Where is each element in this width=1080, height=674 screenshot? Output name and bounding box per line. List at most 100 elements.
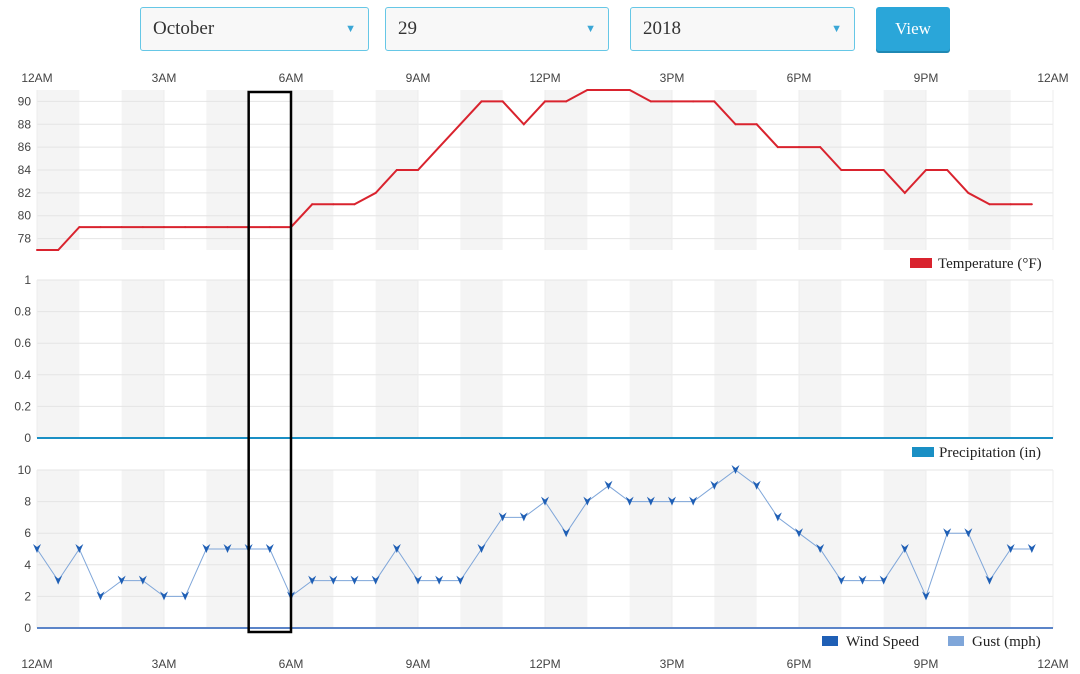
wind-speed-point <box>541 496 549 506</box>
wind-speed-point <box>668 496 676 506</box>
temperature-point <box>840 169 843 171</box>
temperature-point <box>353 203 356 206</box>
temperature-point <box>946 169 949 171</box>
temperature-point <box>374 191 377 194</box>
y-tick-label: 86 <box>18 140 32 154</box>
month-select[interactable]: October ▼ <box>140 7 369 51</box>
hour-band <box>121 470 164 628</box>
time-axis-label-bottom: 12AM <box>21 657 52 671</box>
temperature-series-line <box>37 89 1032 251</box>
highlight-selection-box <box>247 90 293 634</box>
y-tick-label: 90 <box>18 94 32 108</box>
wind-speed-point <box>689 496 698 506</box>
temperature-point <box>120 226 123 229</box>
temperature-point <box>925 169 927 171</box>
temperature-point <box>565 100 568 103</box>
wind-speed-point <box>456 575 465 585</box>
time-axis-label-top: 9PM <box>914 71 939 85</box>
temperature-point <box>776 146 779 149</box>
view-button[interactable]: View <box>876 7 950 51</box>
temperature-point <box>268 226 271 229</box>
temperature-point <box>903 191 906 194</box>
wind-speed-legend-label: Wind Speed <box>846 634 920 650</box>
hour-band <box>291 470 334 628</box>
wind-speed-point <box>160 591 168 601</box>
time-axis-label-top: 3PM <box>660 71 685 85</box>
temperature-point <box>57 249 60 251</box>
temperature-point <box>332 203 335 206</box>
y-tick-label: 1 <box>24 273 31 287</box>
wind-speed-point <box>625 496 634 506</box>
temperature-point <box>522 123 525 126</box>
wind-speed-point <box>223 544 232 553</box>
y-tick-label: 84 <box>18 163 32 177</box>
chevron-down-icon: ▼ <box>345 23 356 35</box>
gust-legend-swatch <box>948 636 964 646</box>
wind-speed-point <box>731 465 740 474</box>
panel-1 <box>36 90 1054 250</box>
temperature-point <box>417 169 419 171</box>
wind-speed-point <box>329 575 338 585</box>
wind-speed-point <box>181 591 190 601</box>
wind-speed-point <box>752 480 761 490</box>
wind-speed-point <box>562 528 571 538</box>
temperature-point <box>501 100 504 103</box>
year-value: 2018 <box>643 18 681 39</box>
gust-legend-label: Gust (mph) <box>972 634 1041 650</box>
wind-speed-point <box>414 575 422 585</box>
hour-band <box>37 470 80 628</box>
wind-speed-point <box>985 575 994 585</box>
time-axis-label-top: 9AM <box>406 71 431 85</box>
y-tick-label: 4 <box>24 558 31 572</box>
temperature-point <box>734 123 737 126</box>
temperature-point <box>882 169 885 171</box>
y-tick-label: 78 <box>18 232 32 246</box>
temperature-point <box>692 100 695 103</box>
wind-speed-point <box>710 480 719 490</box>
wind-speed-point <box>33 544 41 553</box>
wind-speed-point <box>498 512 507 522</box>
hour-band <box>714 280 757 438</box>
year-select[interactable]: 2018 ▼ <box>630 7 855 51</box>
temperature-point <box>628 89 631 91</box>
wind-speed-point <box>371 575 380 585</box>
y-tick-label: 0.6 <box>14 336 31 350</box>
time-axis-label-top: 12AM <box>1037 71 1068 85</box>
wind-speed-point <box>96 591 105 601</box>
hour-band <box>460 280 503 438</box>
temperature-point <box>459 123 462 126</box>
y-tick-label: 2 <box>24 589 31 603</box>
time-axis-label-top: 3AM <box>152 71 177 85</box>
precipitation-legend-swatch <box>912 447 934 457</box>
y-tick-label: 80 <box>18 209 32 223</box>
hour-band <box>545 280 588 438</box>
hour-band <box>291 280 334 438</box>
day-select[interactable]: 29 ▼ <box>385 7 609 51</box>
hour-band <box>121 280 164 438</box>
wind-speed-point <box>879 575 888 585</box>
temperature-point <box>141 226 144 229</box>
hour-band <box>968 470 1011 628</box>
precipitation-legend-label: Precipitation (in) <box>939 445 1041 461</box>
temperature-point <box>967 191 970 194</box>
wind-speed-series-line <box>36 469 1032 598</box>
wind-speed-point <box>773 512 782 522</box>
hour-band <box>799 280 842 438</box>
hour-band <box>375 280 418 438</box>
y-tick-label: 8 <box>24 495 31 509</box>
temperature-point <box>205 226 208 229</box>
wind-speed-point <box>392 544 401 553</box>
time-axis-label-bottom: 12PM <box>529 657 560 671</box>
time-axis-label-top: 12AM <box>21 71 52 85</box>
temperature-point <box>544 100 546 103</box>
y-tick-label: 6 <box>24 526 31 540</box>
time-axis-label-bottom: 9PM <box>914 657 939 671</box>
time-axis-label-bottom: 6AM <box>279 657 304 671</box>
chevron-down-icon: ▼ <box>585 23 596 35</box>
wind-speed-point <box>583 496 592 506</box>
hour-band <box>714 470 757 628</box>
hour-band <box>629 470 672 628</box>
temperature-point <box>226 226 229 229</box>
wind-speed-legend-swatch <box>822 636 838 646</box>
